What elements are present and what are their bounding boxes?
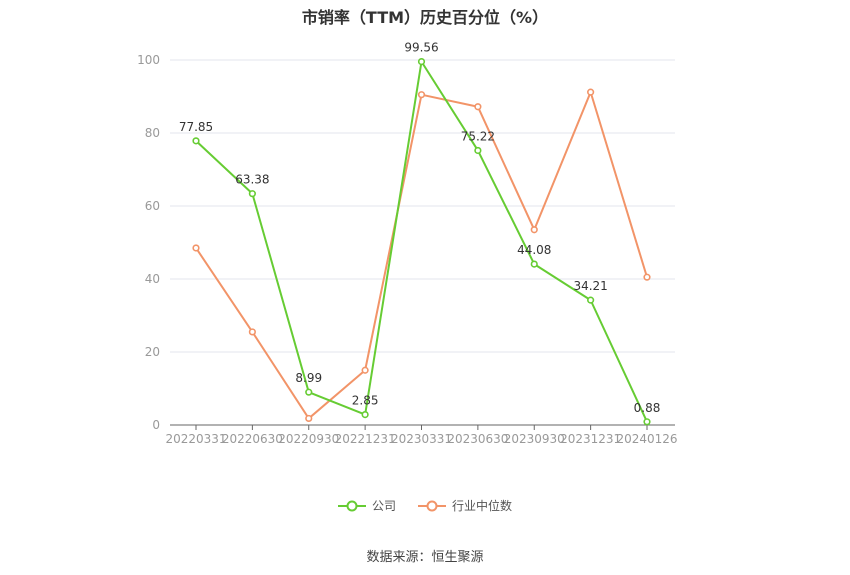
legend-item-industry[interactable]: 行业中位数 xyxy=(418,497,512,514)
x-tick-label: 20240126 xyxy=(616,432,677,446)
x-tick-label: 20220331 xyxy=(165,432,226,446)
data-point-industry xyxy=(248,328,256,336)
y-tick-label: 100 xyxy=(137,53,160,67)
chart-title: 市销率（TTM）历史百分位（%） xyxy=(301,8,549,27)
data-point-industry xyxy=(530,226,538,234)
data-point-company xyxy=(587,296,595,304)
y-tick-label: 80 xyxy=(145,126,160,140)
data-point-industry xyxy=(361,366,369,374)
x-tick-label: 20220930 xyxy=(278,432,339,446)
x-tick-label: 20231231 xyxy=(560,432,621,446)
x-tick-label: 20220630 xyxy=(222,432,283,446)
data-label-company: 0.88 xyxy=(634,401,661,415)
data-point-company xyxy=(530,260,538,268)
series-line-company xyxy=(195,60,648,423)
y-tick-label: 20 xyxy=(145,345,160,359)
series-line-industry xyxy=(195,91,648,420)
data-label-company: 99.56 xyxy=(404,41,438,55)
y-tick-label: 0 xyxy=(152,418,160,432)
data-label-company: 75.22 xyxy=(461,129,495,143)
data-point-company xyxy=(643,418,651,426)
legend-label-industry: 行业中位数 xyxy=(452,499,513,513)
data-label-company: 8.99 xyxy=(295,371,322,385)
data-point-company xyxy=(248,190,256,198)
data-point-industry xyxy=(417,91,426,99)
data-point-company xyxy=(192,137,200,145)
industry-line-marker-icon xyxy=(418,500,446,511)
x-tick-label: 20221231 xyxy=(335,432,396,446)
legend: 公司 行业中位数 xyxy=(0,497,850,514)
data-point-company xyxy=(361,410,369,419)
data-label-company: 34.21 xyxy=(573,279,607,293)
data-point-industry xyxy=(643,273,651,281)
legend-label-company: 公司 xyxy=(371,499,396,513)
data-label-company: 77.85 xyxy=(179,120,213,134)
data-label-company: 2.85 xyxy=(352,394,379,408)
data-label-company: 63.38 xyxy=(235,173,269,187)
x-tick-label: 20230930 xyxy=(504,432,565,446)
source-note: 数据来源：恒生聚源 xyxy=(366,550,484,565)
data-point-company xyxy=(417,58,426,66)
data-label-company: 44.08 xyxy=(517,243,551,257)
x-tick-label: 20230630 xyxy=(447,432,508,446)
company-line-marker-icon xyxy=(337,500,366,511)
data-point-company xyxy=(305,388,313,396)
data-point-industry xyxy=(305,414,313,423)
data-point-industry xyxy=(474,103,482,111)
y-tick-label: 40 xyxy=(145,272,160,286)
data-point-company xyxy=(474,146,482,155)
data-point-industry xyxy=(587,88,595,96)
data-point-industry xyxy=(192,244,200,252)
y-tick-label: 60 xyxy=(145,199,160,213)
legend-item-company[interactable]: 公司 xyxy=(337,497,396,514)
x-tick-label: 20230331 xyxy=(391,432,452,446)
